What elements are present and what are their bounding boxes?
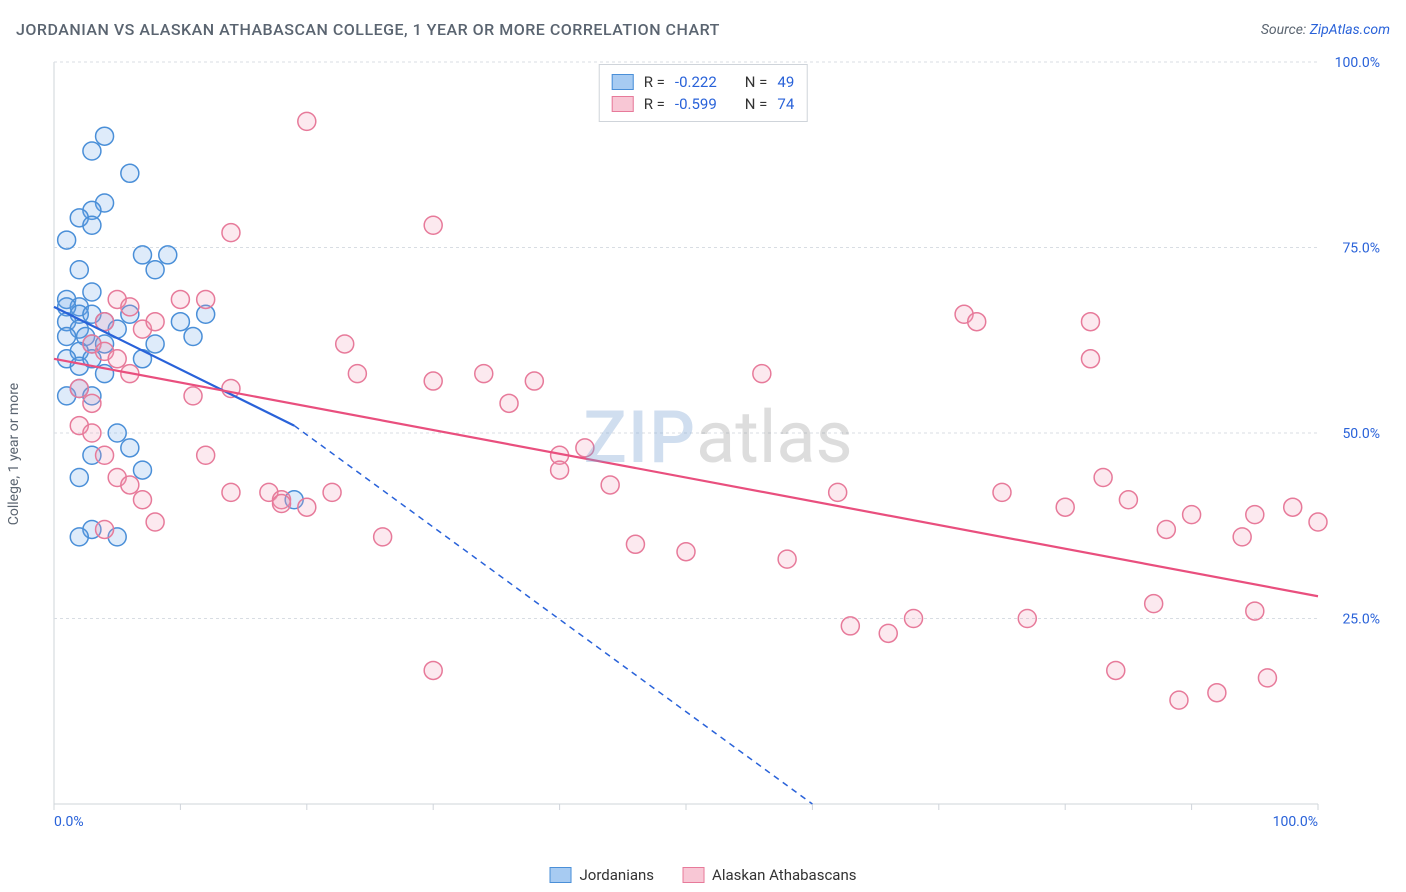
n-value-2: 74 bbox=[777, 95, 794, 113]
swatch-pink bbox=[682, 867, 704, 883]
n-label: N = bbox=[745, 73, 768, 91]
bottom-legend: Jordanians Alaskan Athabascans bbox=[550, 866, 857, 884]
header: JORDANIAN VS ALASKAN ATHABASCAN COLLEGE,… bbox=[16, 20, 1390, 39]
r-value-2: -0.599 bbox=[675, 95, 717, 113]
source: Source: ZipAtlas.com bbox=[1261, 22, 1390, 38]
legend-stats: R = -0.222 N = 49 R = -0.599 N = 74 bbox=[599, 64, 808, 122]
svg-text:100.0%: 100.0% bbox=[1335, 56, 1380, 71]
swatch-blue bbox=[612, 74, 634, 90]
chart-area: 25.0%50.0%75.0%100.0%0.0%100.0% ZIPatlas bbox=[48, 56, 1388, 836]
svg-text:75.0%: 75.0% bbox=[1342, 241, 1380, 257]
r-label: R = bbox=[644, 73, 665, 91]
y-axis-label: College, 1 year or more bbox=[6, 383, 22, 525]
svg-text:0.0%: 0.0% bbox=[54, 814, 84, 830]
swatch-blue bbox=[550, 867, 572, 883]
r-label: R = bbox=[644, 95, 665, 113]
source-label: Source: bbox=[1261, 22, 1310, 38]
legend-label: Jordanians bbox=[580, 866, 655, 884]
svg-text:100.0%: 100.0% bbox=[1273, 814, 1318, 830]
source-link[interactable]: ZipAtlas.com bbox=[1310, 22, 1390, 38]
svg-text:25.0%: 25.0% bbox=[1342, 612, 1380, 628]
chart-title: JORDANIAN VS ALASKAN ATHABASCAN COLLEGE,… bbox=[16, 20, 720, 39]
legend-stats-row-1: R = -0.222 N = 49 bbox=[612, 71, 795, 93]
n-value-1: 49 bbox=[777, 73, 794, 91]
swatch-pink bbox=[612, 96, 634, 112]
legend-item-jordanians: Jordanians bbox=[550, 866, 655, 884]
legend-stats-row-2: R = -0.599 N = 74 bbox=[612, 93, 795, 115]
legend-item-athabascans: Alaskan Athabascans bbox=[682, 866, 856, 884]
scatter-chart: 25.0% 50.0% 75.0% 100.0% 0.0% 100.0% bbox=[48, 56, 1388, 836]
n-label: N = bbox=[745, 95, 768, 113]
legend-label: Alaskan Athabascans bbox=[712, 866, 856, 884]
r-value-1: -0.222 bbox=[675, 73, 717, 91]
svg-text:50.0%: 50.0% bbox=[1342, 426, 1380, 442]
